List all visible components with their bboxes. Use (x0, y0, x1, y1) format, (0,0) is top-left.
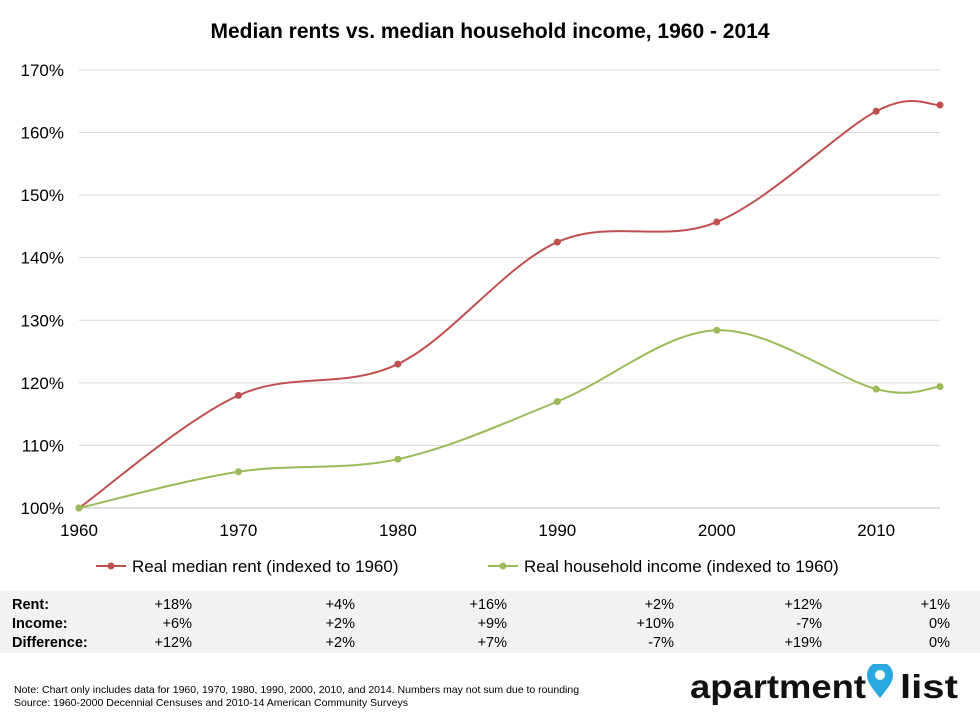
x-tick-label: 2010 (857, 521, 895, 540)
y-tick-label: 140% (21, 249, 64, 268)
table-cell: +2% (644, 597, 674, 614)
table-cell: +9% (477, 616, 507, 633)
x-tick-label: 2000 (698, 521, 736, 540)
change-table: Rent: +18% +4% +16% +2% +12% +1% Income: +6% +2% +… (0, 591, 980, 653)
table-cell: 0% (929, 635, 950, 652)
table-cell: +19% (784, 635, 823, 652)
row-label: Income: (12, 616, 68, 633)
table-cell: +6% (162, 616, 192, 633)
table-cell: +2% (325, 635, 355, 652)
y-tick-label: 160% (21, 124, 64, 143)
table-cell: +12% (784, 597, 823, 614)
legend-label: Real household income (indexed to 1960) (524, 557, 839, 576)
legend-label: Real median rent (indexed to 1960) (132, 557, 399, 576)
y-tick-label: 150% (21, 186, 64, 205)
table-spacer (950, 615, 980, 634)
row-label: Rent: (12, 597, 50, 614)
y-tick-label: 110% (22, 436, 64, 455)
table-cell: +18% (154, 597, 193, 614)
y-tick-label: 170% (21, 61, 64, 80)
row-label: Difference: (12, 635, 88, 652)
table-spacer (950, 591, 980, 615)
table-row: Difference: +12% +2% +7% -7% +19% 0% (0, 634, 980, 653)
table-cell: -7% (648, 635, 674, 652)
gridlines (79, 69, 940, 509)
data-point (872, 107, 880, 115)
data-point (553, 238, 561, 246)
x-tick-label: 1970 (220, 521, 258, 540)
legend-marker (107, 562, 115, 570)
table-cell: +12% (154, 635, 193, 652)
table-row: Income: +6% +2% +9% +10% -7% 0% (0, 615, 980, 634)
table-cell: -7% (796, 616, 822, 633)
table-row: Rent: +18% +4% +16% +2% +12% +1% (0, 591, 980, 615)
data-point (75, 504, 83, 512)
y-tick-label: 100% (21, 499, 64, 518)
x-tick-label: 1960 (60, 521, 98, 540)
table-spacer (950, 634, 980, 653)
legend-marker (499, 562, 507, 570)
map-pin-icon (867, 664, 893, 698)
y-tick-label: 130% (21, 311, 64, 330)
map-pin-hole (875, 670, 885, 680)
table-cell: 0% (929, 616, 950, 633)
data-point (936, 101, 944, 109)
x-axis-tick-labels: 1960 1970 1980 1990 2000 2010 (60, 521, 895, 540)
logo-word-apartment: apartment (690, 668, 866, 705)
data-point (234, 468, 242, 476)
table-cell: +4% (325, 597, 355, 614)
apartment-list-logo: apartment list (690, 664, 958, 705)
series-line-0 (78, 100, 941, 509)
data-point (394, 455, 402, 463)
x-tick-label: 1980 (379, 521, 417, 540)
data-point (936, 383, 944, 391)
data-point (553, 398, 561, 406)
series-line-1 (78, 329, 941, 509)
table-cell: +7% (477, 635, 507, 652)
table-cell: +1% (920, 597, 950, 614)
x-tick-label: 1990 (538, 521, 576, 540)
y-tick-label: 120% (21, 374, 64, 393)
data-point (234, 391, 242, 399)
data-point (394, 360, 402, 368)
data-point (872, 385, 880, 393)
table-cell: +10% (636, 616, 675, 633)
table-cell: +16% (469, 597, 508, 614)
footnote-source: Source: 1960-2000 Decennial Censuses and… (14, 697, 408, 709)
data-point (713, 218, 721, 226)
data-point (713, 326, 721, 334)
y-axis-tick-labels: 100% 110% 120% 130% 140% 150% 160% 170% (21, 61, 64, 518)
chart-title: Median rents vs. median household income… (210, 20, 769, 43)
footnote-note: Note: Chart only includes data for 1960,… (14, 684, 580, 696)
logo-word-list: list (900, 668, 958, 705)
legend: Real median rent (indexed to 1960) Real h… (96, 557, 839, 576)
series-lines (75, 100, 944, 512)
line-chart: Median rents vs. median household income… (21, 20, 944, 576)
table-cell: +2% (325, 616, 355, 633)
